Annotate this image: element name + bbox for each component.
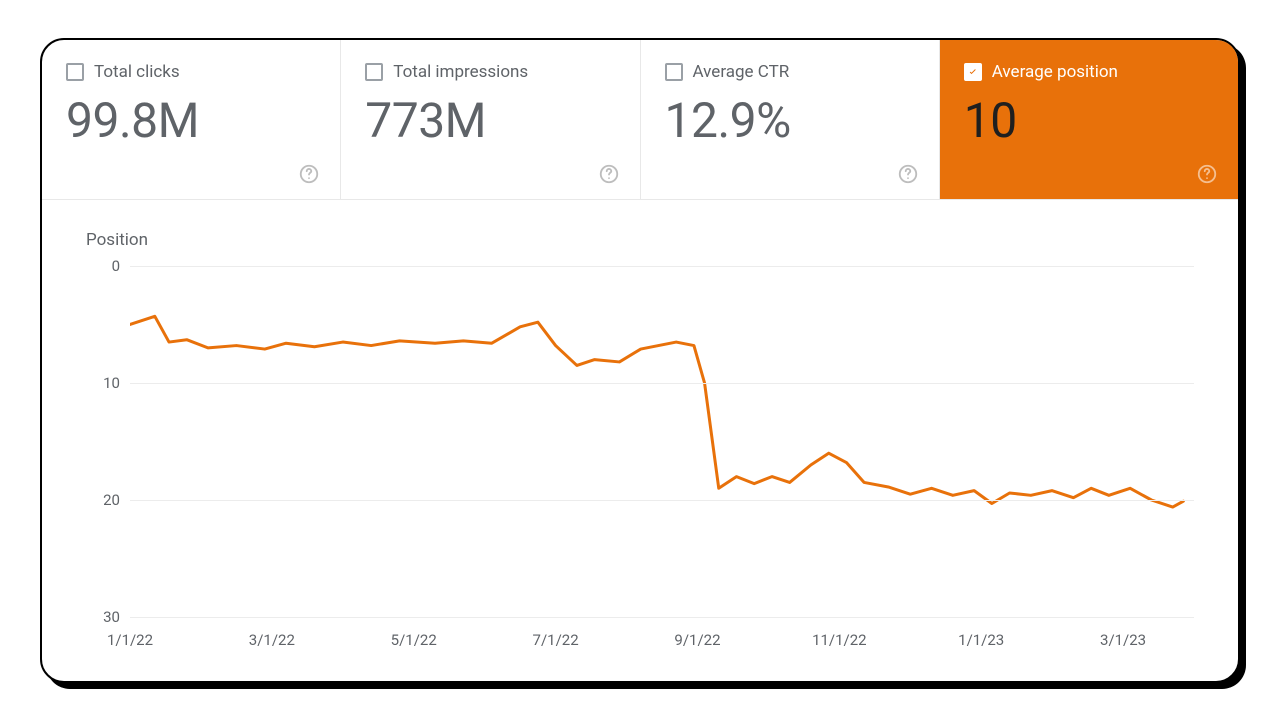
metric-label: Average position: [992, 62, 1118, 82]
metric-header: Average CTR: [665, 62, 915, 82]
y-tick-label: 0: [112, 257, 120, 275]
metric-header: Total clicks: [66, 62, 316, 82]
x-axis: 1/1/22 3/1/22 5/1/22 7/1/22 9/1/22 11/1/22 1/1…: [86, 617, 1194, 661]
y-tick-label: 10: [103, 374, 120, 392]
help-icon[interactable]: [897, 163, 919, 185]
x-tick-label: 11/1/22: [812, 631, 867, 649]
y-axis: 0102030: [86, 266, 130, 617]
chart-y-axis-title: Position: [86, 230, 1194, 250]
metric-card-average-position[interactable]: Average position 10: [940, 40, 1238, 199]
metric-header: Total impressions: [365, 62, 615, 82]
x-tick-label: 1/1/22: [107, 631, 153, 649]
grid-line: [130, 500, 1194, 501]
x-tick-label: 7/1/22: [533, 631, 579, 649]
metric-label: Total clicks: [94, 62, 180, 82]
grid-line: [130, 266, 1194, 267]
help-icon[interactable]: [298, 163, 320, 185]
metric-card-total-clicks[interactable]: Total clicks 99.8M: [42, 40, 341, 199]
plot-wrap: 0102030: [86, 266, 1194, 617]
y-tick-label: 20: [103, 491, 120, 509]
help-icon[interactable]: [598, 163, 620, 185]
grid-line: [130, 383, 1194, 384]
x-tick-label: 9/1/22: [674, 631, 720, 649]
x-tick-label: 5/1/22: [391, 631, 437, 649]
metric-card-total-impressions[interactable]: Total impressions 773M: [341, 40, 640, 199]
metric-label: Average CTR: [693, 62, 790, 82]
chart-plot: [130, 266, 1194, 617]
metric-card-average-ctr[interactable]: Average CTR 12.9%: [641, 40, 940, 199]
metric-value: 12.9%: [665, 92, 915, 149]
metric-header: Average position: [964, 62, 1214, 82]
x-tick-label: 3/1/22: [249, 631, 295, 649]
x-tick-label: 1/1/23: [958, 631, 1004, 649]
checkbox-icon[interactable]: [365, 63, 383, 81]
chart-area: Position 0102030 1/1/223/1/225/1/227/1/2…: [42, 200, 1238, 681]
position-line-chart: [130, 266, 1194, 617]
metric-value: 10: [964, 92, 1214, 149]
metric-value: 99.8M: [66, 92, 316, 149]
metric-label: Total impressions: [393, 62, 528, 82]
x-tick-label: 3/1/23: [1100, 631, 1146, 649]
checkbox-icon[interactable]: [66, 63, 84, 81]
performance-card: Total clicks 99.8M Total impressions 773M Av…: [40, 38, 1240, 683]
checkbox-icon[interactable]: [964, 63, 982, 81]
metric-value: 773M: [365, 92, 615, 149]
metrics-row: Total clicks 99.8M Total impressions 773M Av…: [42, 40, 1238, 200]
checkbox-icon[interactable]: [665, 63, 683, 81]
help-icon[interactable]: [1196, 163, 1218, 185]
